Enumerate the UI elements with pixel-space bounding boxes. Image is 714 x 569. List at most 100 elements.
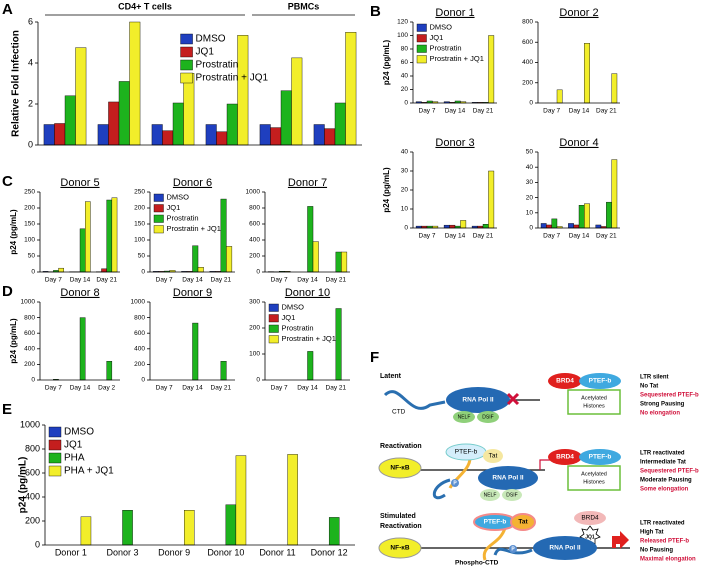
bar [122,510,133,546]
note: LTR reactivated [640,451,685,457]
x-tick-label: Day 14 [182,385,203,392]
x-tick-label: Day 7 [419,108,436,115]
x-tick-label: Day 14 [182,277,203,284]
brd4 [548,449,582,465]
legend-label: Prostratin + JQ1 [430,54,484,63]
y-tick-label: 0 [31,377,35,384]
x-tick-label: Day 14 [445,108,466,115]
bar [556,89,563,104]
x-tick-label: Day 14 [569,233,590,240]
y-tick-label: 100 [249,351,260,358]
group-label: CD4+ T cells [118,1,172,11]
legend-label: PHA [64,453,85,464]
y-tick-label: 0 [35,539,40,549]
x-tick-label: Day 21 [211,385,232,392]
ptef-b [579,449,621,465]
y-tick-label: 150 [134,221,145,228]
legend-label: JQ1 [196,47,215,58]
legend-label: Prostratin + JQ1 [282,334,336,343]
note: No elongation [640,411,680,417]
label: PTEF-b [484,519,507,526]
note: Sequestered PTEF-b [640,393,699,399]
chart-title: Donor 8 [60,287,99,299]
chart-title: Donor 7 [288,177,327,189]
legend-label: JQ1 [167,203,181,212]
legend-swatch [416,55,427,64]
label: RNA Pol II [492,475,523,482]
ctd-tail [432,478,451,500]
bar [313,124,325,146]
note: Intermediate Tat [640,460,686,466]
bar [312,241,319,273]
y-axis-label: p24 (pg/mL) [9,318,18,364]
brd4 [548,373,582,389]
y-tick-label: 200 [24,361,35,368]
y-tick-label: 200 [24,205,35,212]
y-tick-label: 200 [249,253,260,260]
label: DSIF [506,492,517,498]
bar [151,124,163,146]
y-tick-label: 0 [28,139,33,149]
note: High Tat [640,530,664,536]
y-tick-label: 600 [25,467,40,477]
nelf [480,489,500,501]
x-tick-label: Day 7 [271,385,288,392]
bar [54,123,66,146]
x-tick-label: Day 21 [596,108,617,115]
chart-title: Donor 4 [559,137,598,149]
panel-letter: E [2,401,12,418]
bar [80,516,92,546]
y-axis-label: p24 (pg/mL) [18,457,29,514]
label: Tat [518,519,528,526]
bar [335,251,342,273]
label: PTEF-b [455,449,478,456]
histone-box [567,465,621,491]
x-tick-label: Day 14 [70,385,91,392]
panel-letter: F [370,349,379,366]
bar [460,220,467,229]
y-tick-label: 400 [134,346,145,353]
dsif [477,411,499,423]
x-tick-label: Day 14 [70,277,91,284]
y-tick-label: 20 [401,86,409,93]
bar [162,130,174,146]
nelf [453,411,475,423]
note: Maximal elongation [640,557,696,563]
ctd-tail [383,390,446,410]
y-tick-label: 30 [401,168,409,175]
bar [328,517,340,546]
y-tick-label: 150 [24,221,35,228]
bar [220,198,227,273]
state-title: Reactivation [380,523,422,530]
legend-swatch [153,225,164,234]
y-tick-label: 2 [28,98,33,108]
bar [118,81,130,146]
x-tick-label: Donor 12 [311,547,348,557]
phospho [451,479,459,487]
bar [335,308,342,381]
y-axis-label: p24 (pg/mL) [382,40,391,86]
label: RNA Pol II [462,397,493,404]
x-tick-label: Day 7 [45,385,62,392]
bar [75,47,87,146]
bar [106,199,113,273]
y-tick-label: 600 [249,221,260,228]
legend-swatch [180,33,193,45]
y-tick-label: 250 [134,189,145,196]
bar [611,159,618,229]
tss-arrow [539,459,550,470]
x-tick-label: Day 7 [419,233,436,240]
legend-label: DMSO [430,23,453,32]
y-tick-label: 800 [134,314,145,321]
bar [111,197,118,273]
ctd-tail [493,547,533,556]
legend-label: Prostratin [167,214,199,223]
legend-swatch [153,193,164,202]
y-tick-label: 100 [397,32,408,39]
legend-label: JQ1 [430,33,444,42]
ptef-b [579,373,621,389]
legend-label: DMSO [282,303,305,312]
y-tick-label: 50 [138,253,146,260]
x-tick-label: Donor 9 [158,547,190,557]
y-tick-label: 1000 [131,299,146,306]
